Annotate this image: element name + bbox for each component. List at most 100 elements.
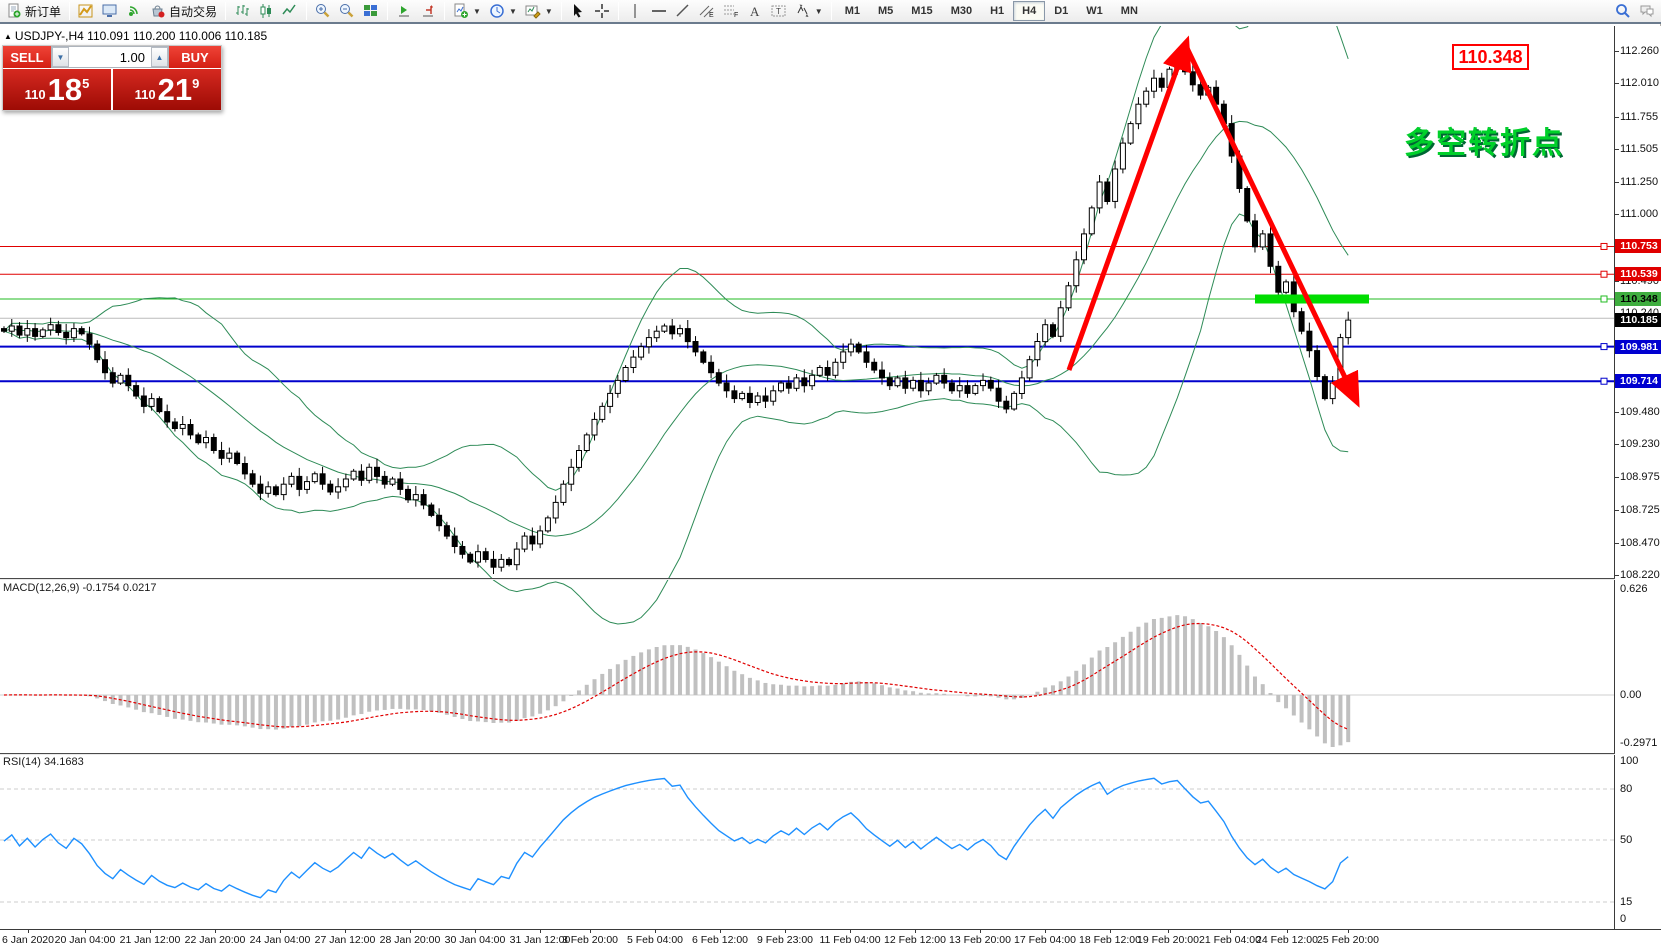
toolbar-separator bbox=[306, 2, 308, 20]
volume-value[interactable]: 1.00 bbox=[119, 49, 145, 65]
price-tick-mark bbox=[1614, 444, 1619, 445]
arrows-icon bbox=[797, 4, 809, 17]
autoscroll-icon bbox=[399, 6, 410, 17]
fibonacci-button[interactable]: F bbox=[719, 1, 743, 22]
text-label-button[interactable]: T bbox=[767, 1, 791, 22]
zoom-in-button[interactable] bbox=[311, 1, 335, 22]
rsi-pane-separator[interactable] bbox=[0, 753, 1615, 755]
chart-area[interactable]: ▲ USDJPY-,H4 110.091 110.200 110.006 110.… bbox=[0, 26, 1661, 946]
crosshair-button[interactable] bbox=[590, 1, 614, 22]
timeframe-w1-button[interactable]: W1 bbox=[1086, 5, 1103, 17]
price-tag[interactable]: 110.185 bbox=[1615, 313, 1661, 328]
price-tick-mark bbox=[1614, 575, 1619, 576]
price-tick-label: 111.000 bbox=[1620, 208, 1659, 221]
price-tag[interactable]: 110.348 bbox=[1615, 291, 1661, 306]
cursor-button[interactable] bbox=[566, 1, 590, 22]
toolbar-separator bbox=[560, 2, 562, 20]
time-label: 19 Feb 20:00 bbox=[1137, 934, 1199, 946]
time-label: 6 Jan 2020 bbox=[2, 934, 54, 946]
turning-point-annotation[interactable]: 多空转折点 bbox=[1404, 126, 1564, 161]
sell-button[interactable]: SELL bbox=[3, 46, 51, 68]
toolbar-separator bbox=[617, 2, 619, 20]
autotrade-icon bbox=[152, 5, 165, 18]
timeframe-m5-button[interactable]: M5 bbox=[878, 5, 894, 17]
chart-shift-button[interactable] bbox=[416, 1, 440, 22]
timeframe-m30-button[interactable]: M30 bbox=[950, 5, 973, 17]
svg-text:A: A bbox=[750, 4, 760, 19]
price-tick-label: 112.260 bbox=[1620, 45, 1659, 57]
horizontal-line-button[interactable] bbox=[647, 1, 671, 22]
price-tick-mark bbox=[1614, 51, 1619, 52]
svg-text:T: T bbox=[776, 7, 781, 16]
new-order-button[interactable]: 新订单 bbox=[2, 1, 65, 22]
time-tick-mark bbox=[980, 929, 981, 933]
timeframe-d1-button[interactable]: D1 bbox=[1054, 5, 1069, 17]
time-label: 27 Jan 12:00 bbox=[314, 934, 376, 946]
terminal-button[interactable] bbox=[98, 1, 122, 22]
text-button[interactable]: A bbox=[743, 1, 767, 22]
rsi-scale-label: 80 bbox=[1620, 783, 1633, 795]
rsi-scale-label: 0 bbox=[1620, 913, 1627, 925]
price-tag[interactable]: 110.753 bbox=[1615, 239, 1661, 254]
buy-button[interactable]: BUY bbox=[169, 46, 221, 68]
price-tag[interactable]: 110.539 bbox=[1615, 267, 1661, 282]
candles bbox=[1, 52, 1352, 574]
bid-pip-digit: 5 bbox=[82, 76, 90, 91]
svg-text:E: E bbox=[709, 12, 714, 19]
tile-windows-button[interactable] bbox=[359, 1, 383, 22]
macd-pane-separator[interactable] bbox=[0, 578, 1615, 580]
time-label: 13 Feb 20:00 bbox=[949, 934, 1011, 946]
time-label: 24 Feb 12:00 bbox=[1256, 934, 1318, 946]
chart-gold-icon bbox=[78, 4, 93, 18]
signals-button[interactable] bbox=[122, 1, 146, 22]
time-tick-mark bbox=[590, 929, 591, 933]
toolbar-separator bbox=[69, 2, 71, 20]
time-tick-mark bbox=[215, 929, 216, 933]
collapse-triangle-icon[interactable]: ▲ bbox=[4, 32, 12, 41]
label-t-icon: T bbox=[771, 5, 786, 17]
time-tick-mark bbox=[1110, 929, 1111, 933]
time-tick-mark bbox=[28, 929, 29, 933]
price-tag[interactable]: 109.981 bbox=[1615, 339, 1661, 354]
zoom-out-button[interactable] bbox=[335, 1, 359, 22]
templates-button[interactable]: ▼ bbox=[521, 1, 557, 22]
timeframe-m15-button[interactable]: M15 bbox=[911, 5, 933, 17]
vertical-line-button[interactable] bbox=[623, 1, 647, 22]
chat-button[interactable] bbox=[1635, 1, 1659, 22]
chart-bars-button[interactable] bbox=[230, 1, 254, 22]
periods-button[interactable]: ▼ bbox=[485, 1, 521, 22]
chart-candles-button[interactable] bbox=[254, 1, 278, 22]
price-level-callout[interactable]: 110.348 bbox=[1452, 44, 1529, 70]
auto-scroll-button[interactable] bbox=[392, 1, 416, 22]
timeframe-mn-button[interactable]: MN bbox=[1120, 5, 1138, 17]
indicators-button[interactable]: ▼ bbox=[449, 1, 485, 22]
volume-increase-button[interactable]: ▲ bbox=[151, 47, 168, 67]
volume-box: ▼ 1.00 ▲ bbox=[51, 46, 169, 68]
time-tick-mark bbox=[850, 929, 851, 933]
search-button[interactable] bbox=[1611, 1, 1635, 22]
timeframe-m1-button[interactable]: M1 bbox=[844, 5, 860, 17]
trendline-button[interactable] bbox=[671, 1, 695, 22]
price-tick-label: 108.220 bbox=[1620, 569, 1660, 581]
ask-price-button[interactable]: 110 21 9 bbox=[111, 69, 221, 110]
tiles-icon bbox=[364, 5, 378, 16]
price-chart-canvas[interactable] bbox=[0, 26, 1661, 930]
time-tick-mark bbox=[1348, 929, 1349, 933]
timeframe-h4-button[interactable]: H4 bbox=[1013, 1, 1046, 21]
timeframe-h1-button[interactable]: H1 bbox=[990, 5, 1005, 17]
price-tag[interactable]: 109.714 bbox=[1615, 374, 1661, 389]
macd-scale-label: -0.2971 bbox=[1620, 737, 1658, 749]
autotrading-button[interactable]: 自动交易 bbox=[146, 1, 221, 22]
arrows-button[interactable]: ▼ bbox=[791, 1, 827, 22]
market-watch-button[interactable] bbox=[74, 1, 98, 22]
price-tick-label: 111.250 bbox=[1620, 176, 1659, 188]
chart-line-button[interactable] bbox=[278, 1, 302, 22]
channel-button[interactable]: E bbox=[695, 1, 719, 22]
volume-decrease-button[interactable]: ▼ bbox=[52, 47, 69, 67]
price-tick-label: 111.505 bbox=[1620, 142, 1659, 155]
price-tick-mark bbox=[1614, 477, 1619, 479]
time-tick-mark bbox=[1168, 929, 1169, 933]
bid-price-button[interactable]: 110 18 5 bbox=[3, 69, 111, 110]
time-label: 28 Jan 20:00 bbox=[379, 934, 441, 946]
